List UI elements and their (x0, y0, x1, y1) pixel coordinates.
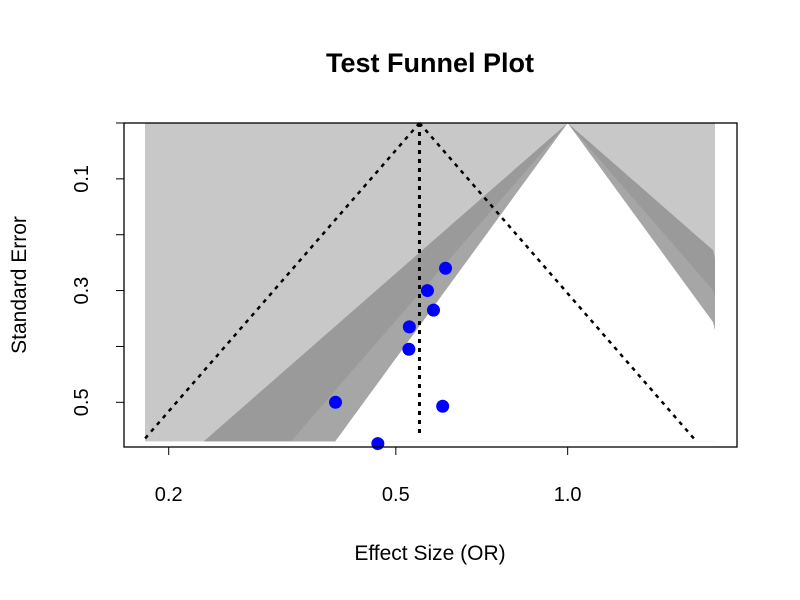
significance-contours (145, 123, 715, 442)
y-tick-label-1: 0.1 (71, 165, 93, 193)
x-axis: 0.2 0.5 1.0 (155, 446, 582, 506)
x-axis-label: Effect Size (OR) (354, 542, 505, 565)
data-point-4 (402, 320, 416, 334)
data-point-6 (329, 395, 343, 409)
y-tick-label-2: 0.3 (71, 277, 93, 305)
chart-title: Test Funnel Plot (326, 48, 534, 78)
x-tick-label-3: 1.0 (554, 484, 582, 506)
data-point-1 (439, 261, 453, 275)
y-axis-label: Standard Error (8, 216, 31, 354)
data-point-8 (371, 437, 385, 451)
data-point-5 (402, 342, 416, 356)
contour-region-p-above-0.1 (335, 123, 715, 442)
data-points (329, 261, 453, 451)
y-axis: 0.1 0.3 0.5 (71, 122, 125, 416)
data-point-7 (436, 399, 450, 413)
y-tick-label-3: 0.5 (71, 388, 93, 416)
data-point-2 (420, 284, 434, 298)
funnel-right-line (418, 122, 698, 443)
data-point-3 (426, 303, 440, 317)
funnel-lines (141, 122, 698, 443)
funnel-left-line (141, 122, 421, 443)
x-tick-label-1: 0.2 (155, 484, 183, 506)
x-tick-label-2: 0.5 (382, 484, 410, 506)
